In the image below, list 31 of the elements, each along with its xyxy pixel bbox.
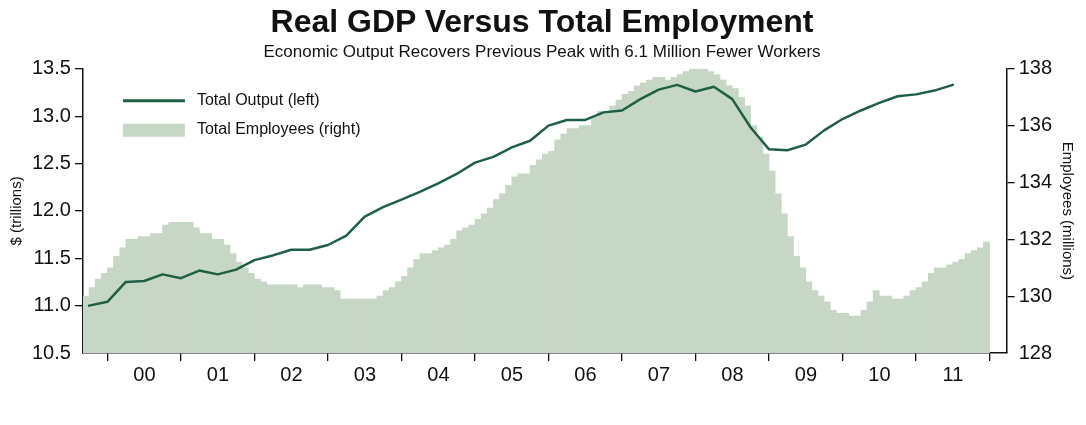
y2-tick-label: 130 (1018, 283, 1053, 306)
legend-label: Total Output (left) (196, 91, 320, 109)
y-tick-label: 13.5 (31, 56, 71, 79)
x-tick-label: 09 (794, 362, 818, 385)
chart-subtitle: Economic Output Recovers Previous Peak with 6.1 Million Fewer Workers (263, 42, 821, 62)
x-tick-label: 05 (500, 362, 524, 385)
x-tick-label: 07 (647, 362, 671, 385)
x-tick-label: 06 (574, 362, 597, 385)
y2-tick-label: 136 (1018, 113, 1053, 136)
x-tick-label: 10 (868, 362, 891, 385)
y2-tick-label: 134 (1018, 170, 1053, 192)
x-tick-label: 03 (353, 362, 377, 385)
y2-tick-label: 128 (1018, 340, 1053, 363)
y-tick-label: 13.0 (31, 103, 71, 126)
chart-title: Real GDP Versus Total Employment (270, 3, 814, 40)
y-tick-label: 11.0 (33, 293, 71, 316)
x-tick-label: 01 (206, 362, 230, 385)
x-tick-label: 11 (942, 362, 964, 385)
y-tick-label: 12.0 (31, 198, 71, 221)
x-tick-label: 08 (721, 362, 744, 385)
y2-axis-title: Employees (millions) (1059, 141, 1077, 281)
y-tick-label: 10.5 (31, 340, 71, 363)
y-tick-label: 12.5 (31, 151, 71, 174)
y2-tick-label: 138 (1018, 56, 1053, 79)
x-tick-label: 02 (280, 362, 303, 385)
y-tick-label: 11.5 (33, 245, 71, 268)
x-tick-label: 04 (427, 362, 450, 385)
y-axis-title: $ (trillions) (7, 176, 25, 246)
legend-label: Total Employees (right) (196, 120, 361, 138)
y2-tick-label: 132 (1018, 226, 1053, 249)
x-tick-label: 00 (133, 362, 156, 385)
